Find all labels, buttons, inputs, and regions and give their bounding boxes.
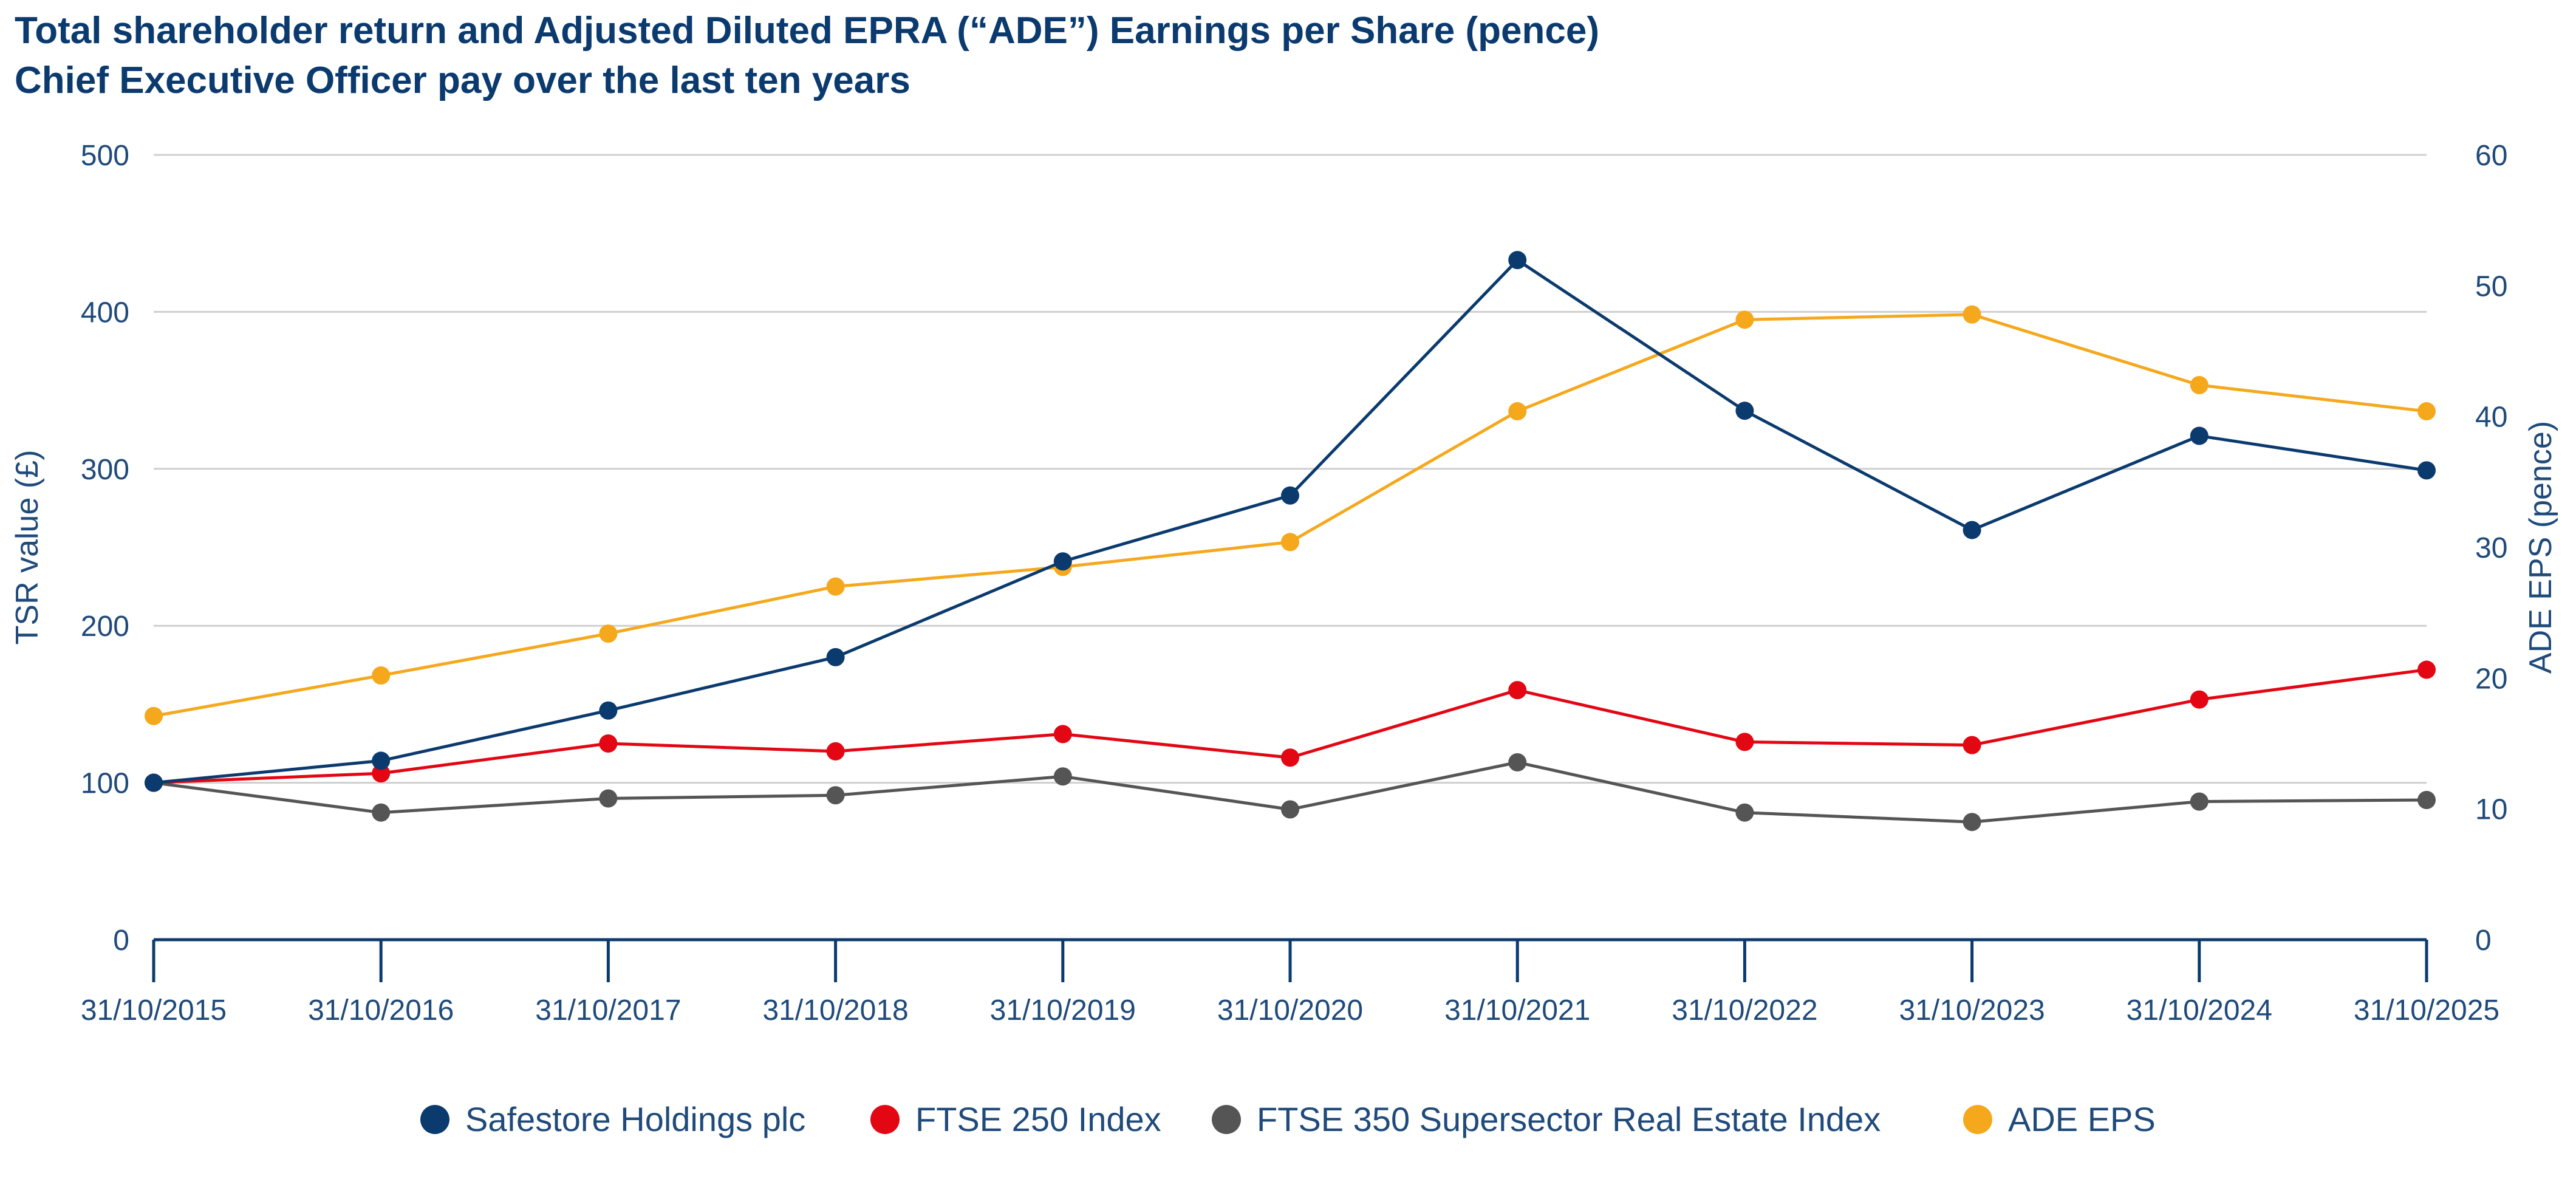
y-tick-label: 100 xyxy=(81,768,129,800)
chart-subtitle: Chief Executive Officer pay over the las… xyxy=(15,60,910,101)
data-point-ftse-350-supersector-real-estate-index xyxy=(2190,792,2209,811)
data-point-ade-eps xyxy=(2190,375,2209,394)
data-point-ftse-350-supersector-real-estate-index xyxy=(1508,753,1527,772)
data-point-ftse-350-supersector-real-estate-index xyxy=(372,803,391,822)
chart-title: Total shareholder return and Adjusted Di… xyxy=(15,10,1599,52)
legend-marker-safestore-holdings-plc xyxy=(420,1105,449,1134)
y-tick-label: 500 xyxy=(81,140,129,172)
data-point-ade-eps xyxy=(372,666,391,685)
data-point-ftse-350-supersector-real-estate-index xyxy=(1053,767,1072,786)
y-tick-label: 200 xyxy=(81,610,129,643)
data-point-safestore-holdings-plc xyxy=(1963,521,1981,539)
data-point-ftse-250-index xyxy=(826,742,845,761)
y-tick-label: 0 xyxy=(113,925,129,957)
data-point-ftse-350-supersector-real-estate-index xyxy=(1281,800,1299,819)
data-point-safestore-holdings-plc xyxy=(1053,552,1072,571)
legend-marker-ftse-250-index xyxy=(870,1105,900,1134)
data-point-ftse-350-supersector-real-estate-index xyxy=(1735,803,1754,822)
x-tick-label: 31/10/2016 xyxy=(308,994,454,1027)
data-point-safestore-holdings-plc xyxy=(145,773,163,792)
data-point-safestore-holdings-plc xyxy=(1735,402,1754,420)
data-point-ftse-350-supersector-real-estate-index xyxy=(1963,813,1981,832)
x-tick-label: 31/10/2022 xyxy=(1672,994,1817,1027)
y-tick-label: 300 xyxy=(81,454,129,486)
series-line-ade-eps xyxy=(153,313,2427,718)
y2-tick-label: 10 xyxy=(2475,794,2507,826)
data-point-ftse-350-supersector-real-estate-index xyxy=(826,786,845,805)
data-point-ftse-250-index xyxy=(1963,736,1981,754)
x-tick-label: 31/10/2019 xyxy=(990,994,1136,1027)
x-tick-label: 31/10/2023 xyxy=(1899,994,2045,1027)
legend-marker-ftse-350-supersector-real-estate-index xyxy=(1212,1105,1241,1134)
legend: Safestore Holdings plc FTSE 250 Index FTSE… xyxy=(420,1100,2156,1138)
data-point-ftse-250-index xyxy=(1735,733,1754,751)
y2-tick-label: 30 xyxy=(2475,532,2507,564)
gridlines xyxy=(154,154,2427,784)
data-point-ftse-250-index xyxy=(1508,681,1527,700)
data-point-ftse-250-index xyxy=(372,764,391,783)
x-tick-label: 31/10/2018 xyxy=(762,994,908,1027)
data-point-safestore-holdings-plc xyxy=(599,701,618,720)
legend-label-ftse-250-index: FTSE 250 Index xyxy=(915,1100,1161,1138)
x-tick-label: 31/10/2024 xyxy=(2127,994,2272,1027)
data-point-ade-eps xyxy=(1508,402,1527,421)
data-point-ftse-350-supersector-real-estate-index xyxy=(599,789,618,808)
x-axis: 31/10/2015 31/10/2016 31/10/2017 31/10/2018… xyxy=(81,938,2499,1027)
y2-tick-label: 20 xyxy=(2475,663,2507,695)
data-point-ade-eps xyxy=(826,577,845,596)
legend-label-ftse-350-supersector-real-estate-index: FTSE 350 Supersector Real Estate Index xyxy=(1257,1100,1881,1138)
y2-tick-label: 60 xyxy=(2475,140,2507,172)
y-axis-title: TSR value (£) xyxy=(10,450,45,645)
data-point-ade-eps xyxy=(1963,305,1981,324)
data-point-ade-eps xyxy=(145,706,163,725)
legend-label-safestore-holdings-plc: Safestore Holdings plc xyxy=(465,1100,805,1138)
data-point-ftse-250-index xyxy=(599,734,618,753)
y-axis-right: 0 10 20 30 40 50 60 xyxy=(2475,140,2507,957)
data-point-safestore-holdings-plc xyxy=(2417,461,2436,480)
y2-tick-label: 0 xyxy=(2475,925,2492,957)
y2-tick-label: 40 xyxy=(2475,402,2507,434)
data-point-ftse-250-index xyxy=(1053,725,1072,743)
x-tick-label: 31/10/2015 xyxy=(81,994,227,1027)
data-point-safestore-holdings-plc xyxy=(2190,426,2209,445)
data-point-ftse-250-index xyxy=(2417,660,2436,679)
data-point-safestore-holdings-plc xyxy=(1508,251,1527,270)
data-point-ade-eps xyxy=(599,624,618,643)
data-point-safestore-holdings-plc xyxy=(826,648,845,666)
data-point-ftse-250-index xyxy=(1281,748,1299,767)
x-tick-label: 31/10/2021 xyxy=(1444,994,1590,1027)
y2-axis-title: ADE EPS (pence) xyxy=(2523,421,2558,674)
data-point-safestore-holdings-plc xyxy=(372,751,391,770)
data-point-ftse-350-supersector-real-estate-index xyxy=(2417,791,2436,810)
x-tick-label: 31/10/2017 xyxy=(535,994,681,1027)
data-point-safestore-holdings-plc xyxy=(1281,486,1299,505)
chart-titles: Total shareholder return and Adjusted Di… xyxy=(15,6,1599,106)
y-axis-left: 0 100 200 300 400 500 xyxy=(81,140,129,957)
data-point-ade-eps xyxy=(1735,310,1754,329)
x-tick-label: 31/10/2025 xyxy=(2354,994,2499,1027)
x-tick-label: 31/10/2020 xyxy=(1217,994,1363,1027)
data-point-ade-eps xyxy=(2417,402,2436,421)
data-point-ade-eps xyxy=(1281,533,1299,552)
series-line-safestore-holdings-plc xyxy=(153,258,2427,785)
y2-tick-label: 50 xyxy=(2475,270,2507,303)
data-point-ftse-250-index xyxy=(2190,690,2209,709)
y-tick-label: 400 xyxy=(81,296,129,329)
legend-label-ade-eps: ADE EPS xyxy=(2008,1100,2156,1138)
legend-marker-ade-eps xyxy=(1963,1105,1992,1134)
series-group xyxy=(145,251,2436,832)
